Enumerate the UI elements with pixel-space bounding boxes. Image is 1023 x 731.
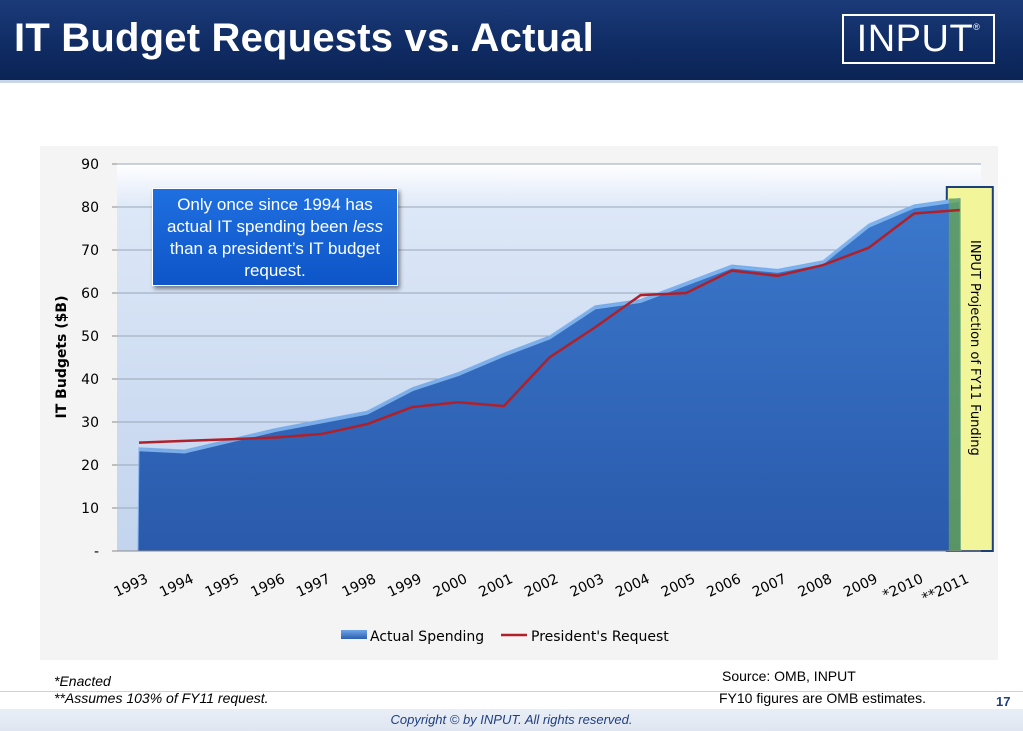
note-assumes: **Assumes 103% of FY11 request. bbox=[54, 690, 269, 706]
x-tick-label: 2008 bbox=[796, 571, 835, 601]
x-tick-label: *2010 bbox=[880, 571, 925, 604]
legend-label-actual: Actual Spending bbox=[370, 629, 484, 645]
logo-text: INPUT bbox=[856, 18, 974, 60]
page-number: 17 bbox=[996, 694, 1011, 709]
footer-band bbox=[0, 709, 1023, 731]
x-tick-label: 2005 bbox=[659, 571, 698, 601]
y-tick-label: 70 bbox=[81, 243, 99, 259]
y-axis-label: IT Budgets ($B) bbox=[54, 296, 70, 419]
x-tick-label: 1996 bbox=[248, 571, 287, 601]
x-axis-ticks: 1993 1994 1995 1996 1997 1998 1999 2000 2001 2002… bbox=[112, 571, 972, 607]
callout-emphasis: less bbox=[352, 217, 384, 236]
y-tick-label: 50 bbox=[81, 329, 99, 345]
projection-area-overlay bbox=[948, 198, 961, 551]
logo-registered-mark: ® bbox=[973, 22, 981, 32]
callout-box: Only once since 1994 has actual IT spend… bbox=[152, 188, 398, 286]
x-tick-label: 1993 bbox=[112, 571, 151, 601]
note-enacted: *Enacted bbox=[54, 673, 111, 689]
presidents-request-line bbox=[138, 208, 960, 444]
x-tick-label: 1999 bbox=[385, 571, 424, 601]
x-tick-label: 2009 bbox=[841, 571, 880, 601]
y-tick-label: 90 bbox=[81, 157, 99, 173]
y-tick-label: 10 bbox=[81, 501, 99, 517]
x-tick-label: 2001 bbox=[476, 571, 515, 601]
page-title: IT Budget Requests vs. Actual bbox=[14, 16, 594, 60]
footer-divider bbox=[0, 691, 1023, 692]
y-tick-label: 20 bbox=[81, 458, 99, 474]
projection-annotation: INPUT Projection of FY11 Funding bbox=[967, 240, 982, 456]
x-tick-label: 1994 bbox=[157, 571, 196, 601]
legend-label-request: President's Request bbox=[531, 629, 669, 645]
copyright-text: Copyright © by INPUT. All rights reserve… bbox=[390, 712, 633, 727]
y-tick-label: 30 bbox=[81, 415, 99, 431]
input-logo: INPUT® bbox=[842, 14, 995, 64]
chart-panel: INPUT Projection of FY11 Funding - 10 20 30… bbox=[40, 146, 998, 660]
x-tick-label: 2002 bbox=[522, 571, 561, 601]
y-tick-label: 80 bbox=[81, 200, 99, 216]
x-tick-label: 2004 bbox=[613, 571, 652, 601]
x-tick-label: 2000 bbox=[431, 571, 470, 601]
x-tick-label: 2007 bbox=[750, 571, 789, 601]
projection-label-backdrop bbox=[960, 191, 991, 549]
y-axis-ticks: - 10 20 30 40 50 60 70 80 90 bbox=[81, 157, 117, 560]
y-tick-label: 60 bbox=[81, 286, 99, 302]
x-tick-label: 2003 bbox=[568, 571, 607, 601]
actual-spending-series bbox=[137, 191, 991, 552]
actual-spending-highlight bbox=[138, 198, 961, 454]
y-tick-label: - bbox=[94, 544, 99, 560]
x-tick-label: 1997 bbox=[294, 571, 333, 601]
presidents-request-series bbox=[138, 208, 960, 444]
y-tick-label: 40 bbox=[81, 372, 99, 388]
x-tick-label: **2011 bbox=[920, 571, 972, 606]
header-divider bbox=[0, 80, 1023, 83]
x-tick-label: 2006 bbox=[704, 571, 743, 601]
callout-text-start: Only once since 1994 has actual IT spend… bbox=[166, 195, 373, 236]
actual-spending-area bbox=[137, 197, 962, 552]
estimate-note: FY10 figures are OMB estimates. bbox=[719, 690, 926, 706]
callout-text-end: than a president’s IT budget request. bbox=[169, 239, 381, 280]
legend-swatch-actual bbox=[341, 630, 367, 639]
x-tick-label: 1998 bbox=[340, 571, 379, 601]
x-tick-label: 1995 bbox=[203, 571, 242, 601]
source-line: Source: OMB, INPUT bbox=[722, 668, 856, 684]
chart-legend: Actual Spending President's Request bbox=[341, 629, 669, 645]
title-bar: IT Budget Requests vs. Actual INPUT® bbox=[0, 0, 1023, 80]
